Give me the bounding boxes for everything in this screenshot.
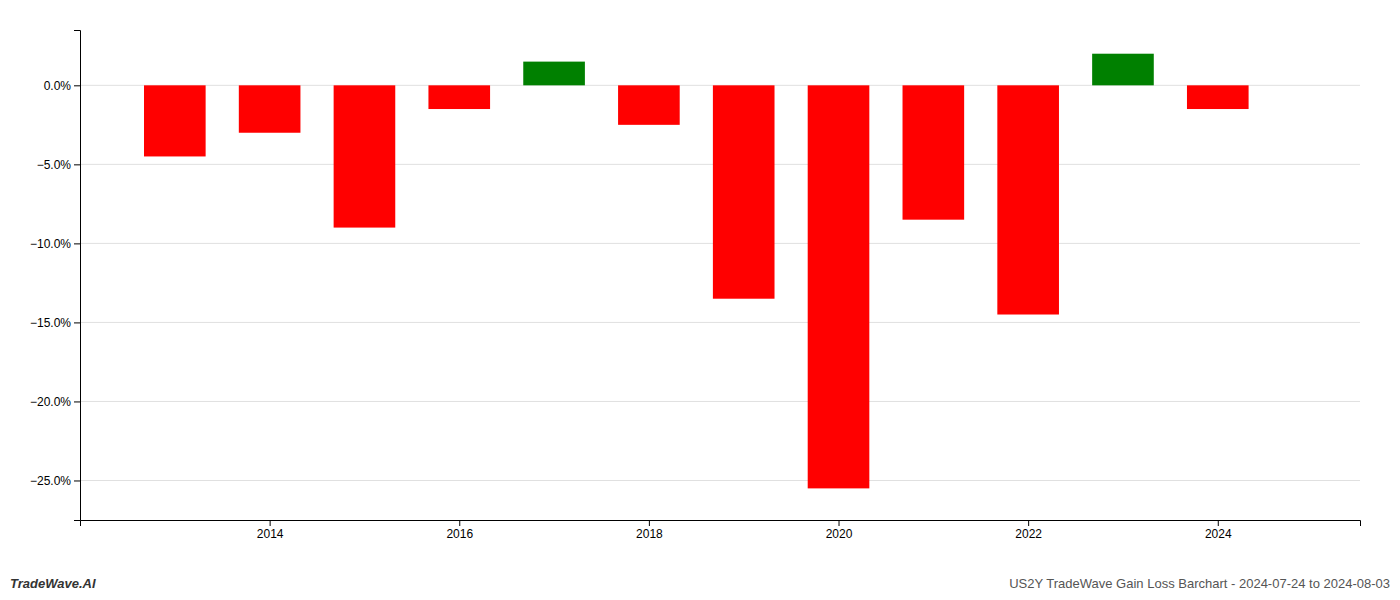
bar [713, 85, 775, 298]
bar [808, 85, 870, 488]
x-tick: 2014 [257, 520, 284, 541]
y-tick: −10.0% [30, 237, 80, 251]
y-tick: −5.0% [37, 158, 80, 172]
x-tick-mark [1028, 520, 1029, 526]
y-tick-label: −5.0% [37, 158, 72, 172]
y-tick: −25.0% [30, 474, 80, 488]
y-tick-mark [74, 480, 80, 481]
x-tick-mark [649, 520, 650, 526]
x-tick: 2022 [1015, 520, 1042, 541]
grid-line [80, 322, 1360, 323]
y-tick: −20.0% [30, 395, 80, 409]
x-tick-label: 2022 [1015, 527, 1042, 541]
grid-line [80, 401, 1360, 402]
y-tick: −15.0% [30, 316, 80, 330]
y-tick-mark [74, 401, 80, 402]
x-tick-label: 2016 [446, 527, 473, 541]
bar [997, 85, 1059, 314]
y-tick-mark [74, 164, 80, 165]
x-tick: 2024 [1205, 520, 1232, 541]
grid-line [80, 480, 1360, 481]
x-tick: 2018 [636, 520, 663, 541]
footer-left: TradeWave.AI [10, 576, 96, 591]
x-tick-label: 2020 [826, 527, 853, 541]
chart-container: 0.0%−5.0%−10.0%−15.0%−20.0%−25.0%2014201… [0, 0, 1400, 600]
bars [144, 54, 1249, 489]
bar [144, 85, 206, 156]
y-axis: 0.0% −5.0% −10.0% −15.0% −20.0% −25.0% [30, 31, 81, 521]
y-tick-label: −15.0% [30, 316, 71, 330]
footer: TradeWave.AI US2Y TradeWave Gain Loss Bar… [10, 576, 1390, 591]
y-tick-label: −20.0% [30, 395, 71, 409]
x-tick-mark [1218, 520, 1219, 526]
x-tick-label: 2014 [257, 527, 284, 541]
bar [1092, 54, 1154, 86]
y-axis-line [74, 31, 81, 521]
bar [239, 85, 301, 132]
x-axis: 2014 2016 2018 2020 2022 2024 [81, 520, 1361, 541]
y-tick-mark [74, 85, 80, 86]
y-tick-label: −25.0% [30, 474, 71, 488]
x-tick-mark [839, 520, 840, 526]
y-tick-mark [74, 243, 80, 244]
x-tick-mark [459, 520, 460, 526]
bar [1187, 85, 1249, 109]
y-tick-label: −10.0% [30, 237, 71, 251]
x-tick-label: 2018 [636, 527, 663, 541]
footer-right: US2Y TradeWave Gain Loss Barchart - 2024… [1009, 576, 1390, 591]
y-tick-mark [74, 322, 80, 323]
bar [428, 85, 490, 109]
bar [618, 85, 680, 125]
x-tick: 2016 [446, 520, 473, 541]
y-tick: 0.0% [44, 79, 80, 93]
x-tick-label: 2024 [1205, 527, 1232, 541]
bar [523, 62, 585, 86]
grid [80, 85, 1360, 480]
x-axis-line [81, 521, 1361, 527]
bar [903, 85, 965, 219]
bar [334, 85, 396, 227]
chart: 0.0%−5.0%−10.0%−15.0%−20.0%−25.0%2014201… [0, 0, 1400, 600]
x-tick-mark [270, 520, 271, 526]
y-tick-label: 0.0% [44, 79, 72, 93]
x-tick: 2020 [826, 520, 853, 541]
